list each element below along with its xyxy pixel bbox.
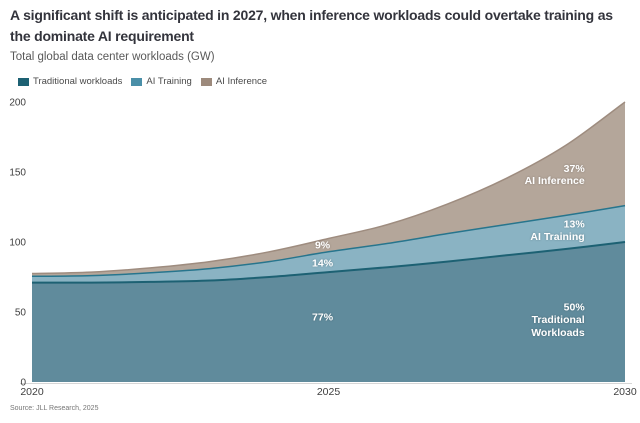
annotation-label: 9%: [315, 239, 331, 251]
legend-label: Traditional workloads: [33, 76, 123, 87]
source-note: Source: JLL Research, 2025: [10, 405, 99, 412]
y-tick-label: 50: [15, 308, 27, 319]
chart-title: A significant shift is anticipated in 20…: [10, 7, 613, 44]
y-tick-label: 100: [9, 238, 26, 249]
legend-label: AI Training: [146, 76, 192, 87]
legend-item-traditional-workloads: Traditional workloads: [18, 76, 122, 87]
y-tick-label: 0: [20, 378, 26, 389]
legend-item-ai-inference: AI Inference: [200, 76, 268, 87]
annotation-label: AI Inference: [525, 175, 585, 187]
x-tick-label: 2030: [613, 386, 637, 398]
annotation-label: 77%: [312, 311, 334, 323]
legend-item-ai-training: AI Training: [131, 76, 192, 87]
legend-swatch-icon: [131, 77, 143, 86]
x-tick-label: 2025: [317, 386, 341, 398]
area-traditional-workloads: [32, 242, 625, 382]
line-traditional-workloads: [31, 241, 626, 284]
annotation-label: 14%: [312, 258, 334, 270]
y-tick-label: 150: [9, 168, 26, 179]
line-ai-training: [31, 204, 626, 278]
x-tick-label: 2020: [20, 386, 44, 398]
area-ai-inference: [32, 102, 625, 382]
legend-swatch-icon: [18, 77, 29, 86]
legend-swatch-icon: [200, 77, 212, 86]
annotation-label: 37%: [564, 163, 586, 175]
chart-subtitle: Total global data center workloads (GW): [10, 51, 215, 63]
line-ai-inference: [31, 101, 626, 275]
y-tick-label: 200: [9, 98, 26, 109]
legend-label: AI Inference: [215, 76, 268, 87]
chart-legend: Traditional workloads AI Training AI Inf…: [18, 76, 267, 87]
area-ai-training: [32, 205, 625, 382]
annotation-label: AI Training: [530, 231, 584, 243]
annotation-label: 50%: [564, 302, 586, 314]
annotation-label: Traditional: [532, 314, 585, 326]
annotation-label: 13%: [564, 218, 586, 230]
annotation-label: Workloads: [531, 327, 585, 339]
